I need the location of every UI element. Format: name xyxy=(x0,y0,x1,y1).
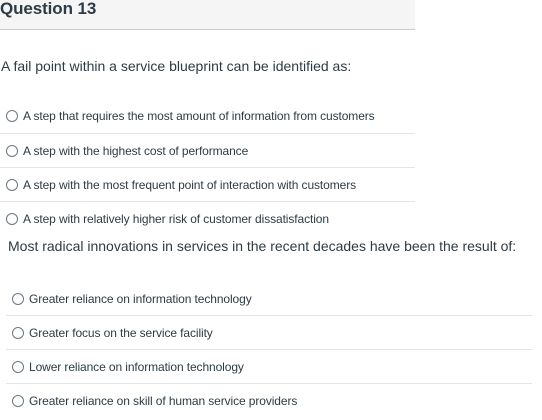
question-2-answers: Greater reliance on information technolo… xyxy=(6,282,532,418)
answer-label[interactable]: A step with relatively higher risk of cu… xyxy=(23,211,329,226)
answer-label[interactable]: A step that requires the most amount of … xyxy=(23,109,375,123)
answer-option[interactable]: A step with the highest cost of performa… xyxy=(0,133,415,167)
radio-button[interactable] xyxy=(12,395,24,407)
question-title: Question 13 xyxy=(0,0,97,18)
answer-label[interactable]: A step with the most frequent point of i… xyxy=(23,177,357,192)
answer-label[interactable]: Greater reliance on skill of human servi… xyxy=(29,394,298,408)
answer-option[interactable]: Greater focus on the service facility xyxy=(6,316,532,350)
radio-button[interactable] xyxy=(6,144,18,157)
radio-button[interactable] xyxy=(12,292,24,305)
radio-button[interactable] xyxy=(6,212,18,225)
answer-option[interactable]: A step with the most frequent point of i… xyxy=(0,167,415,201)
radio-button[interactable] xyxy=(12,360,24,373)
question-1-answers: A step that requires the most amount of … xyxy=(0,99,415,235)
question-2-text: Most radical innovations in services in … xyxy=(8,238,517,254)
answer-label[interactable]: A step with the highest cost of performa… xyxy=(23,143,249,158)
question-1-text: A fail point within a service blueprint … xyxy=(1,58,352,74)
answer-option[interactable]: Greater reliance on information technolo… xyxy=(6,282,532,316)
answer-label[interactable]: Lower reliance on information technology xyxy=(29,359,244,374)
answer-option[interactable]: A step with relatively higher risk of cu… xyxy=(0,201,415,235)
radio-button[interactable] xyxy=(12,326,24,339)
answer-option[interactable]: Lower reliance on information technology xyxy=(6,350,532,384)
radio-button[interactable] xyxy=(6,178,18,191)
radio-button[interactable] xyxy=(6,110,18,122)
answer-label[interactable]: Greater focus on the service facility xyxy=(29,325,213,340)
question-header: Question 13 xyxy=(0,0,415,30)
answer-label[interactable]: Greater reliance on information technolo… xyxy=(29,291,252,306)
answer-option[interactable]: A step that requires the most amount of … xyxy=(0,99,415,133)
answer-option[interactable]: Greater reliance on skill of human servi… xyxy=(6,384,532,418)
